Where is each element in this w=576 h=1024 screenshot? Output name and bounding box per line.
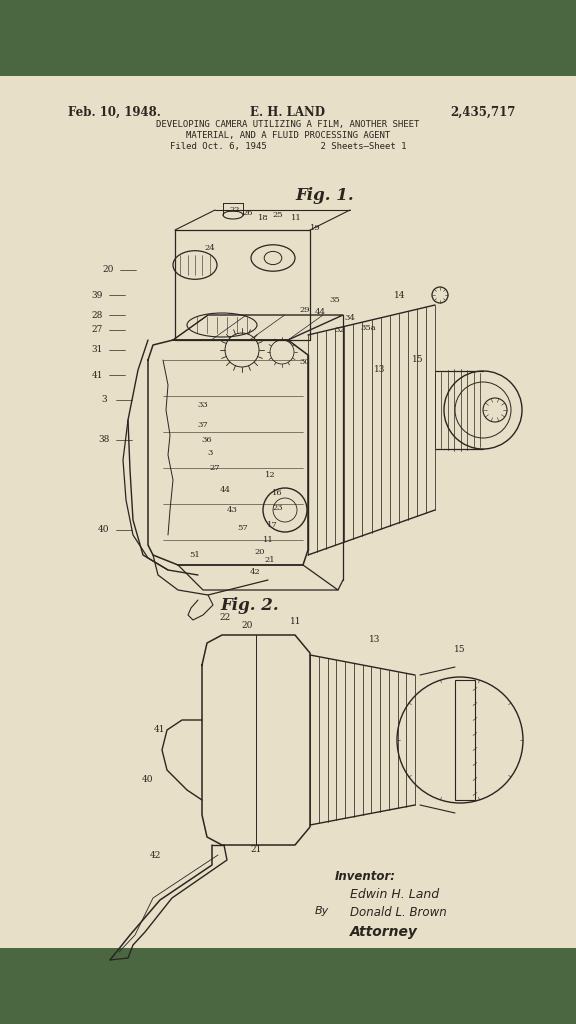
Text: 14: 14 xyxy=(394,291,406,299)
Text: 25: 25 xyxy=(272,211,283,219)
Bar xyxy=(0,948,576,1024)
Text: 27: 27 xyxy=(210,464,220,472)
Text: Donald L. Brown: Donald L. Brown xyxy=(350,906,447,919)
Text: 36: 36 xyxy=(202,436,213,444)
Bar xyxy=(455,680,475,800)
Text: 26: 26 xyxy=(242,209,253,217)
Text: 3: 3 xyxy=(207,449,213,457)
Text: Edwin H. Land: Edwin H. Land xyxy=(350,888,439,901)
Text: 23: 23 xyxy=(272,504,283,512)
Text: 37: 37 xyxy=(198,421,209,429)
Text: 42: 42 xyxy=(249,568,260,575)
Text: Fig. 1.: Fig. 1. xyxy=(295,187,354,204)
Text: 20: 20 xyxy=(241,622,253,631)
Text: 31: 31 xyxy=(92,345,103,354)
Text: 51: 51 xyxy=(190,551,200,559)
Text: 57: 57 xyxy=(238,524,248,532)
Text: 3: 3 xyxy=(101,395,107,404)
Text: 20: 20 xyxy=(255,548,266,556)
Text: 29: 29 xyxy=(300,306,310,314)
Text: 30: 30 xyxy=(300,358,310,366)
Text: 21: 21 xyxy=(251,846,262,854)
Text: 16: 16 xyxy=(272,489,282,497)
Text: 19: 19 xyxy=(310,224,320,232)
Text: MATERIAL, AND A FLUID PROCESSING AGENT: MATERIAL, AND A FLUID PROCESSING AGENT xyxy=(186,131,390,140)
Text: 11: 11 xyxy=(291,214,301,222)
Text: Inventor:: Inventor: xyxy=(335,870,396,883)
Text: 15: 15 xyxy=(454,645,466,654)
Text: 15: 15 xyxy=(412,355,424,365)
Text: 11: 11 xyxy=(263,536,274,544)
Text: 12: 12 xyxy=(265,471,275,479)
Text: 18: 18 xyxy=(257,214,268,222)
Text: 40: 40 xyxy=(142,775,154,784)
Text: 27: 27 xyxy=(92,326,103,335)
Text: 2,435,717: 2,435,717 xyxy=(450,106,516,119)
Text: 42: 42 xyxy=(149,851,161,859)
Text: 44: 44 xyxy=(219,486,230,494)
Text: 22: 22 xyxy=(230,206,240,214)
Text: 11: 11 xyxy=(290,617,302,627)
Text: 43: 43 xyxy=(226,506,237,514)
Text: 24: 24 xyxy=(204,244,215,252)
Text: By: By xyxy=(315,906,329,916)
Text: 13: 13 xyxy=(374,366,386,375)
Text: 41: 41 xyxy=(91,371,103,380)
Text: 35a: 35a xyxy=(360,324,376,332)
Text: Fig. 2.: Fig. 2. xyxy=(221,597,279,614)
Text: 17: 17 xyxy=(267,521,278,529)
Text: E. H. LAND: E. H. LAND xyxy=(251,106,325,119)
Text: Feb. 10, 1948.: Feb. 10, 1948. xyxy=(68,106,161,119)
Text: 40: 40 xyxy=(98,525,110,535)
Text: 41: 41 xyxy=(154,725,166,734)
Text: 35: 35 xyxy=(329,296,340,304)
Bar xyxy=(0,76,576,948)
Text: 28: 28 xyxy=(92,310,103,319)
Bar xyxy=(0,0,576,76)
Text: 39: 39 xyxy=(92,291,103,299)
Text: 34: 34 xyxy=(344,314,355,322)
Text: 21: 21 xyxy=(265,556,275,564)
Text: 38: 38 xyxy=(98,435,109,444)
Text: 13: 13 xyxy=(369,636,381,644)
Text: 20: 20 xyxy=(103,265,113,274)
Text: Filed Oct. 6, 1945          2 Sheets–Sheet 1: Filed Oct. 6, 1945 2 Sheets–Sheet 1 xyxy=(170,142,406,151)
Text: 44: 44 xyxy=(314,308,325,316)
Text: 33: 33 xyxy=(198,401,209,409)
Text: 22: 22 xyxy=(219,613,230,623)
Text: DEVELOPING CAMERA UTILIZING A FILM, ANOTHER SHEET: DEVELOPING CAMERA UTILIZING A FILM, ANOT… xyxy=(156,120,420,129)
Text: Attorney: Attorney xyxy=(350,925,418,939)
Text: 32: 32 xyxy=(335,326,346,334)
